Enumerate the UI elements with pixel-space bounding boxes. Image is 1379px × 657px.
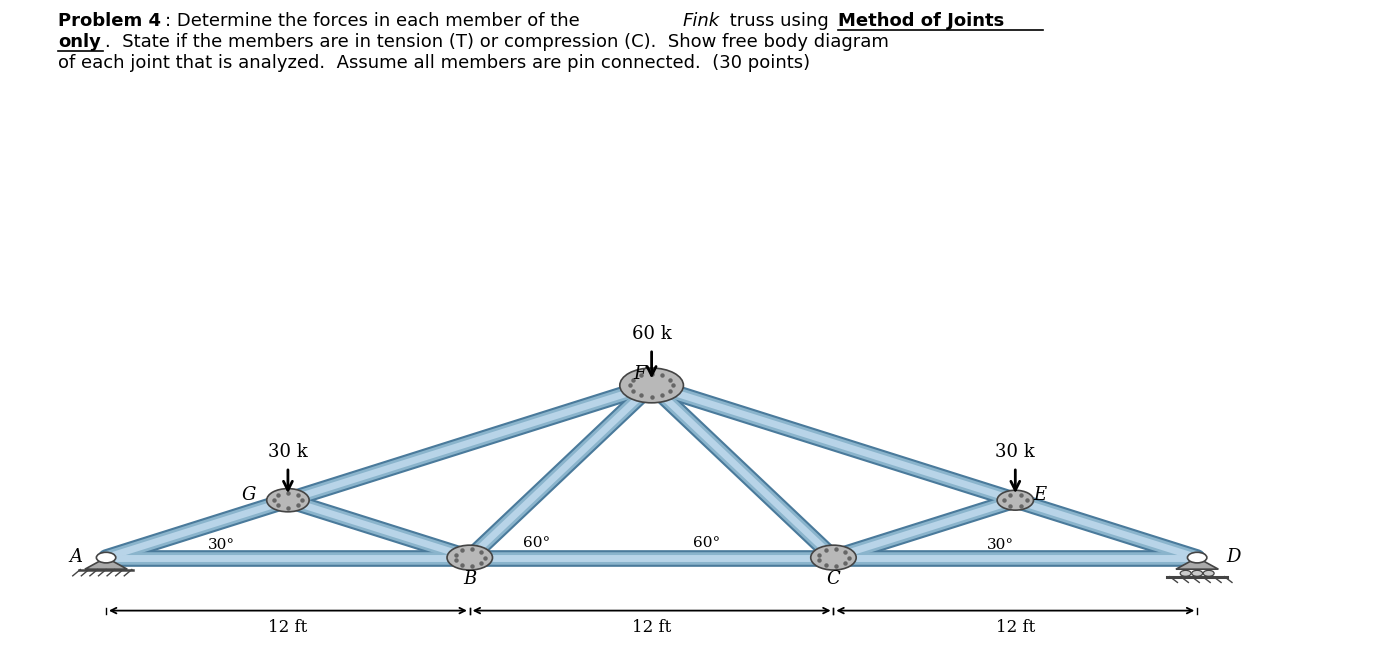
Text: A: A [69, 548, 83, 566]
Text: B: B [463, 570, 476, 588]
Circle shape [266, 489, 309, 512]
Circle shape [1180, 570, 1191, 576]
Text: 30°: 30° [986, 538, 1014, 552]
Text: : Determine the forces in each member of the: : Determine the forces in each member of… [165, 12, 586, 30]
Text: 12 ft: 12 ft [632, 619, 672, 636]
Circle shape [1204, 570, 1214, 576]
Text: Method of Joints: Method of Joints [838, 12, 1005, 30]
Polygon shape [1176, 558, 1219, 569]
Text: .  State if the members are in tension (T) or compression (C).  Show free body d: . State if the members are in tension (T… [105, 33, 888, 51]
Circle shape [447, 545, 492, 570]
Circle shape [811, 545, 856, 570]
Polygon shape [85, 558, 127, 569]
Text: truss using: truss using [724, 12, 834, 30]
Text: D: D [1226, 548, 1241, 566]
Text: 30 k: 30 k [996, 443, 1036, 461]
Text: 60°: 60° [523, 536, 550, 550]
Circle shape [619, 368, 684, 403]
Text: 12 ft: 12 ft [269, 619, 308, 636]
Text: E: E [1033, 486, 1047, 504]
Circle shape [1191, 570, 1202, 576]
Text: F: F [633, 365, 645, 382]
Text: Fink: Fink [683, 12, 720, 30]
Text: 30°: 30° [208, 538, 234, 552]
Text: of each joint that is analyzed.  Assume all members are pin connected.  (30 poin: of each joint that is analyzed. Assume a… [58, 54, 809, 72]
Text: only: only [58, 33, 101, 51]
Circle shape [997, 490, 1033, 510]
Text: C: C [826, 570, 840, 588]
Circle shape [97, 553, 116, 563]
Circle shape [1187, 553, 1207, 563]
Text: G: G [241, 486, 255, 504]
Text: 12 ft: 12 ft [996, 619, 1034, 636]
Text: 60°: 60° [692, 536, 720, 550]
Text: 60 k: 60 k [632, 325, 672, 343]
Text: Problem 4: Problem 4 [58, 12, 161, 30]
Text: 30 k: 30 k [268, 443, 308, 461]
